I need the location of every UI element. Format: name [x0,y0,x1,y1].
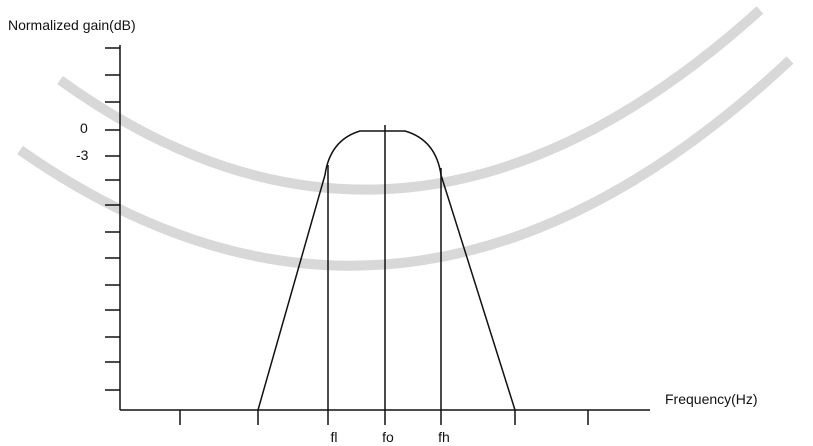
diagram: Normalized gain(dB) Frequency(Hz) 0 -3 f… [0,0,813,446]
y-label: -3 [76,147,89,163]
y-label: 0 [80,120,88,136]
x-label: fo [382,429,394,445]
y-axis-label: Normalized gain(dB) [8,17,136,33]
x-label: fh [438,429,450,445]
x-label: fl [331,429,338,445]
x-axis-label: Frequency(Hz) [665,391,758,407]
watermark [20,10,790,266]
